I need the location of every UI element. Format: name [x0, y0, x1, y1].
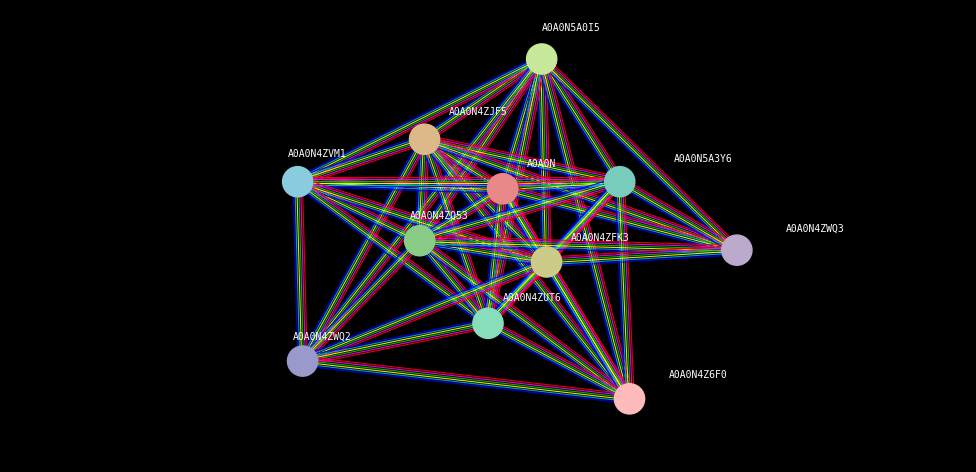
- Text: A0A0N4ZJF5: A0A0N4ZJF5: [449, 107, 508, 117]
- Ellipse shape: [527, 44, 556, 74]
- Ellipse shape: [488, 174, 517, 204]
- Text: A0A0N4ZWQ3: A0A0N4ZWQ3: [786, 224, 844, 234]
- Ellipse shape: [615, 384, 644, 414]
- Text: A0A0N4ZQ53: A0A0N4ZQ53: [410, 211, 468, 221]
- Ellipse shape: [283, 167, 312, 197]
- Text: A0A0N4ZUT6: A0A0N4ZUT6: [503, 294, 561, 303]
- Ellipse shape: [288, 346, 317, 376]
- Ellipse shape: [722, 235, 752, 265]
- Ellipse shape: [473, 308, 503, 338]
- Text: A0A0N4ZWQ2: A0A0N4ZWQ2: [293, 331, 351, 341]
- Text: A0A0N: A0A0N: [527, 159, 556, 169]
- Text: A0A0N4ZVM1: A0A0N4ZVM1: [288, 149, 346, 159]
- Ellipse shape: [410, 124, 439, 154]
- Text: A0A0N4Z6F0: A0A0N4Z6F0: [669, 370, 727, 380]
- Ellipse shape: [532, 247, 561, 277]
- Ellipse shape: [405, 226, 434, 256]
- Text: A0A0N5A0I5: A0A0N5A0I5: [542, 23, 600, 33]
- Text: A0A0N5A3Y6: A0A0N5A3Y6: [673, 154, 732, 164]
- Ellipse shape: [605, 167, 634, 197]
- Text: A0A0N4ZFK3: A0A0N4ZFK3: [571, 233, 630, 243]
